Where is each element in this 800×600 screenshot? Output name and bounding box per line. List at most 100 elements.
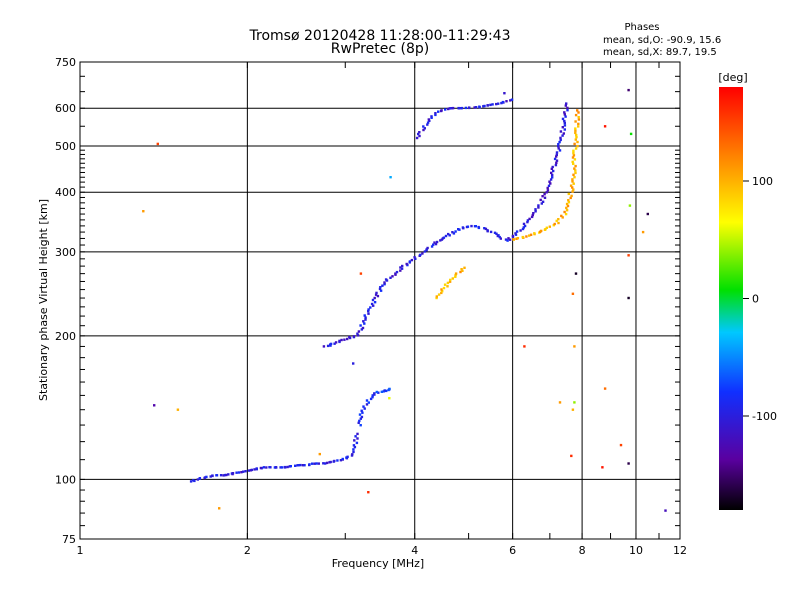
- trace-point: [515, 237, 518, 240]
- trace-point: [555, 161, 558, 164]
- trace-point: [338, 339, 341, 343]
- trace-point: [530, 215, 534, 219]
- trace-point: [384, 278, 388, 281]
- trace-point: [242, 470, 245, 473]
- trace-point: [528, 217, 531, 221]
- trace-point: [427, 118, 430, 121]
- trace-point: [259, 466, 263, 470]
- trace-point: [302, 464, 305, 467]
- trace-point: [367, 308, 370, 311]
- trace-point: [209, 475, 212, 478]
- trace-point: [473, 106, 476, 109]
- colorbar-label: [deg]: [718, 71, 747, 84]
- scatter-point: [627, 462, 630, 465]
- trace-point: [284, 466, 287, 469]
- trace-point: [223, 473, 227, 477]
- trace-point: [571, 160, 574, 164]
- trace-point: [356, 332, 359, 335]
- trace-point: [574, 129, 577, 132]
- trace-point: [521, 227, 525, 231]
- trace-point: [495, 232, 498, 235]
- trace-point: [559, 130, 563, 133]
- scatter-point: [646, 212, 649, 216]
- trace-point: [565, 206, 568, 210]
- trace-point: [548, 225, 551, 228]
- trace-point: [574, 164, 577, 168]
- trace-point: [474, 225, 477, 228]
- trace-point: [410, 258, 414, 262]
- trace-point: [458, 228, 461, 231]
- trace-point: [346, 337, 349, 341]
- trace-point: [211, 474, 214, 477]
- trace-point: [361, 411, 364, 414]
- trace-point: [551, 176, 554, 179]
- scatter-point: [603, 387, 607, 390]
- x-tick-label: 12: [673, 544, 687, 557]
- trace-point: [359, 424, 362, 427]
- trace-point: [289, 465, 292, 468]
- trace-point: [401, 264, 404, 268]
- trace-point: [507, 237, 510, 240]
- trace-point: [192, 479, 195, 482]
- trace-point: [339, 459, 343, 462]
- scatter-point: [218, 507, 221, 510]
- trace-point: [423, 127, 426, 130]
- trace-point: [394, 272, 397, 275]
- trace-point: [468, 106, 471, 109]
- trace-point: [231, 472, 235, 475]
- trace-point: [415, 136, 419, 140]
- trace-point: [324, 462, 327, 465]
- trace-point: [508, 238, 512, 241]
- trace-point: [561, 126, 564, 129]
- trace-point: [354, 435, 357, 438]
- trace-point: [435, 296, 438, 300]
- trace-point: [235, 471, 238, 474]
- trace-point: [555, 219, 558, 223]
- y-tick-label: 75: [62, 533, 76, 546]
- scatter-point: [627, 296, 630, 300]
- trace-point: [529, 233, 533, 236]
- trace-point: [531, 213, 534, 217]
- trace-point: [364, 316, 367, 319]
- phases-title: Phases: [624, 22, 659, 33]
- trace-point: [521, 235, 524, 239]
- trace-point: [564, 212, 568, 216]
- trace-point: [457, 107, 461, 110]
- trace-point: [569, 196, 572, 200]
- trace-point: [439, 239, 442, 242]
- trace-point: [408, 260, 412, 263]
- trace-point: [444, 234, 448, 238]
- scatter-point: [574, 272, 578, 275]
- colorbar-ticks: 100 0 -100: [743, 175, 777, 423]
- trace-point: [388, 387, 391, 391]
- trace-point: [451, 231, 454, 234]
- trace-point: [571, 178, 574, 181]
- chart-subtitle: RwPretec (8p): [331, 41, 429, 57]
- trace-point: [561, 117, 565, 121]
- scatter-point: [573, 345, 576, 348]
- scatter-point: [603, 125, 607, 128]
- trace-point: [322, 462, 325, 465]
- trace-point: [364, 318, 367, 321]
- trace-point: [565, 102, 568, 105]
- scatter-point: [388, 397, 391, 400]
- trace-point: [326, 344, 330, 348]
- colorbar-tick-label: 0: [752, 293, 759, 306]
- trace-point: [574, 131, 577, 135]
- plot-frame: [79, 61, 681, 540]
- colorbar-tick-label: 100: [752, 175, 773, 188]
- trace-point: [574, 120, 577, 123]
- scatter-point: [573, 401, 576, 404]
- trace-point: [566, 204, 570, 208]
- trace-point: [227, 473, 230, 476]
- trace-point: [362, 405, 365, 408]
- trace-point: [322, 345, 326, 348]
- trace-point: [343, 338, 346, 341]
- trace-point: [325, 461, 329, 465]
- trace-point: [577, 116, 580, 119]
- trace-point: [575, 136, 578, 139]
- trace-point: [375, 390, 378, 394]
- trace-point: [566, 106, 569, 110]
